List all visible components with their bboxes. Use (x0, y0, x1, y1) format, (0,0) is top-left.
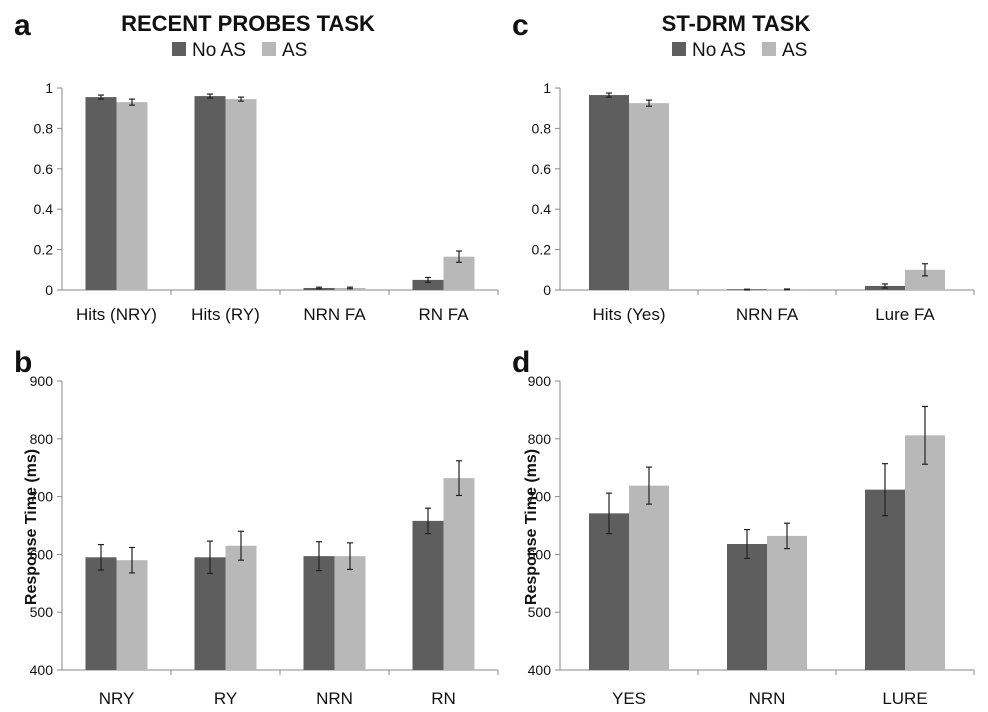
panel-c-title: ST-DRM TASK (662, 11, 811, 36)
panel-b-bar-no-as (412, 520, 444, 670)
panel-c-x-tick-label: NRN FA (736, 305, 799, 324)
panel-a-y-tick-label: 1 (45, 80, 53, 96)
panel-a-y-tick-label: 0.2 (34, 242, 54, 258)
panel-b-x-tick-label: NRY (99, 689, 135, 708)
panel-d-y-tick-label: 900 (528, 373, 552, 389)
panel-a-y-tick-label: 0.6 (34, 161, 54, 177)
panel-b-bar-as (443, 478, 475, 670)
panel-c-letter: c (512, 9, 529, 42)
panel-a-x-tick-label: Hits (RY) (191, 305, 260, 324)
panel-c-x-tick-label: Lure FA (875, 305, 935, 324)
panel-b-y-tick-label: 400 (30, 662, 54, 678)
panel-c-legend-swatch-as (762, 42, 776, 56)
panel-c-y-tick-label: 0 (543, 282, 551, 298)
panel-a-legend-swatch-as (262, 42, 276, 56)
panel-a-bar-no-as (412, 279, 444, 290)
panel-d-bar-as (905, 435, 945, 670)
panel-b-y-tick-label: 600 (30, 546, 54, 562)
panel-c-x-tick-label: Hits (Yes) (592, 305, 665, 324)
panel-a-legend-label-no-as: No AS (192, 40, 246, 61)
panel-c-bar-no-as (589, 95, 629, 290)
panel-c-legend-swatch-no-as (672, 42, 686, 56)
panel-c-legend-label-as: AS (782, 40, 807, 61)
panel-a-letter: a (14, 9, 31, 42)
panel-c-y-tick-label: 0.8 (532, 120, 552, 136)
panel-a-legend-swatch-no-as (172, 42, 186, 56)
panel-a-bar-as (116, 102, 148, 290)
panel-b-bar-as (334, 556, 366, 670)
panel-c-y-tick-label: 0.6 (532, 161, 552, 177)
panel-a-bar-no-as (85, 97, 117, 290)
panel-c: c ST-DRM TASK No AS AS (512, 9, 810, 61)
panel-d-x-tick-label: NRN (749, 689, 786, 708)
panel-d-bar-no-as (727, 543, 767, 670)
panel-b-x-tick-label: RN (431, 689, 456, 708)
panel-d-y-tick-label: 500 (528, 604, 552, 620)
panel-b-y-tick-label: 700 (30, 489, 54, 505)
panel-b-bar-no-as (194, 557, 226, 670)
panel-b-x-tick-label: NRN (316, 689, 353, 708)
panel-d-y-tick-label: 700 (528, 489, 552, 505)
panel-d-y-tick-label: 400 (528, 662, 552, 678)
panel-a-y-tick-label: 0 (45, 282, 53, 298)
panel-a-title: RECENT PROBES TASK (121, 11, 375, 36)
panel-a-x-tick-label: NRN FA (303, 305, 366, 324)
panel-b-bar-no-as (85, 557, 117, 670)
panel-c-bar-as (629, 103, 669, 291)
panel-d-bar-as (629, 485, 669, 670)
panel-b: b Response Time (ms) (14, 346, 40, 605)
panel-a: a RECENT PROBES TASK No AS AS (14, 9, 375, 61)
panel-a-bar-no-as (194, 96, 226, 290)
panel-d-x-tick-label: LURE (882, 689, 927, 708)
panel-a-legend-label-as: AS (282, 40, 307, 61)
panel-d-x-tick-label: YES (612, 689, 646, 708)
panel-b-bar-as (116, 560, 148, 670)
panel-d-bar-as (767, 535, 807, 670)
panel-b-y-tick-label: 800 (30, 431, 54, 447)
panel-a-bar-as (225, 99, 257, 290)
panel-b-bar-no-as (303, 556, 335, 670)
panel-a-y-tick-label: 0.8 (34, 120, 54, 136)
panel-d: d Response Time (ms) (512, 346, 540, 605)
panel-b-x-tick-label: RY (214, 689, 237, 708)
panel-d-y-tick-label: 600 (528, 546, 552, 562)
panel-b-y-tick-label: 500 (30, 604, 54, 620)
panel-d-letter: d (512, 346, 530, 379)
panel-c-y-tick-label: 0.2 (532, 242, 552, 258)
panel-d-y-axis-label: Response Time (ms) (523, 449, 540, 605)
panel-a-y-tick-label: 0.4 (34, 201, 54, 217)
panel-a-x-tick-label: RN FA (418, 305, 469, 324)
panel-d-y-tick-label: 800 (528, 431, 552, 447)
panel-b-y-tick-label: 900 (30, 373, 54, 389)
panel-c-y-tick-label: 0.4 (532, 201, 552, 217)
panel-c-bar-as (905, 269, 945, 290)
panel-c-legend-label-no-as: No AS (692, 40, 746, 61)
panel-c-y-tick-label: 1 (543, 80, 551, 96)
panel-b-letter: b (14, 346, 32, 379)
panel-a-x-tick-label: Hits (NRY) (76, 305, 157, 324)
panel-d-bar-no-as (589, 513, 629, 670)
panel-b-y-axis-label: Response Time (ms) (23, 449, 40, 605)
panel-d-bar-no-as (865, 489, 905, 670)
panel-b-bar-as (225, 545, 257, 670)
